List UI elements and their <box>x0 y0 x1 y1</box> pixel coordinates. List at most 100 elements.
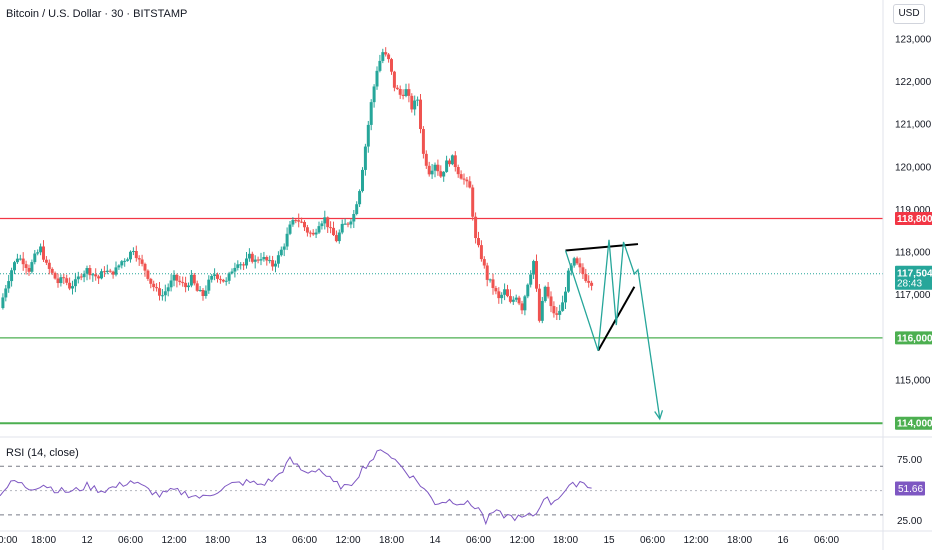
candle <box>326 217 330 228</box>
candle <box>439 171 443 177</box>
time-tick-label: 06:00 <box>118 535 143 546</box>
candle <box>224 280 228 282</box>
candle <box>227 273 231 281</box>
currency-button[interactable]: USD <box>893 4 925 24</box>
candle <box>488 279 492 281</box>
candle <box>146 270 150 279</box>
candle <box>572 258 576 266</box>
candle <box>27 267 31 272</box>
candle <box>448 160 451 165</box>
candle <box>250 253 254 262</box>
candle <box>390 59 393 72</box>
candle <box>523 296 527 311</box>
candle <box>259 259 263 261</box>
candle <box>15 258 19 263</box>
candle <box>285 233 289 247</box>
candle <box>108 270 112 272</box>
candle <box>442 171 446 177</box>
candle <box>271 260 275 267</box>
candle <box>126 259 130 261</box>
candle <box>471 187 475 217</box>
candle <box>349 221 353 225</box>
candle <box>201 289 205 297</box>
candle <box>387 54 391 60</box>
candle <box>131 250 135 252</box>
candle <box>462 178 466 180</box>
candle <box>76 276 80 280</box>
candle <box>564 291 567 303</box>
candle <box>216 274 219 279</box>
price-tick-label: 123,000 <box>895 34 932 45</box>
support-114000-price-tag: 114,000 <box>897 419 932 430</box>
candle <box>236 264 240 268</box>
candle <box>358 191 362 205</box>
candle <box>424 153 428 166</box>
candle <box>36 252 40 254</box>
candle <box>149 278 153 284</box>
candle <box>218 278 222 280</box>
candle <box>311 232 315 235</box>
candle <box>552 306 556 314</box>
candle <box>152 283 156 288</box>
candle <box>450 155 454 165</box>
candle <box>578 263 582 268</box>
candle <box>158 288 161 296</box>
candle <box>102 271 106 273</box>
candle <box>340 223 344 233</box>
candle <box>453 155 457 168</box>
candle <box>381 52 385 61</box>
candle <box>372 86 376 103</box>
candle <box>479 245 483 260</box>
candle <box>549 296 553 307</box>
candle <box>433 164 437 171</box>
candle <box>520 303 524 311</box>
candle <box>436 164 440 172</box>
candle <box>137 258 141 260</box>
candle <box>514 297 518 300</box>
candle <box>129 251 132 260</box>
time-tick-label: 18:00 <box>31 535 56 546</box>
candle <box>279 249 283 256</box>
candle <box>18 258 22 260</box>
candle <box>59 277 63 284</box>
candle <box>395 87 399 89</box>
candle <box>491 279 495 288</box>
candle <box>143 263 147 271</box>
candle <box>421 129 425 154</box>
candle <box>375 70 379 87</box>
time-tick-label: 13 <box>255 535 267 546</box>
candle <box>82 273 86 278</box>
candle <box>366 124 370 147</box>
candle <box>291 220 295 225</box>
candle <box>256 259 260 261</box>
triangle-upper-trendline <box>565 243 639 252</box>
price-tick-label: 117,000 <box>895 290 931 301</box>
candle <box>253 259 257 262</box>
candle <box>410 95 414 110</box>
time-tick-label: 06:00 <box>292 535 317 546</box>
candle <box>163 291 167 296</box>
candle <box>494 287 498 292</box>
support-116000-price-tag-bg <box>895 331 932 345</box>
candle <box>474 216 478 239</box>
candle <box>210 275 214 280</box>
candle <box>189 274 193 286</box>
candle <box>537 288 541 321</box>
candle <box>363 146 367 170</box>
candle <box>369 102 373 125</box>
candle <box>584 274 588 281</box>
candle <box>332 227 335 236</box>
candle <box>378 60 382 71</box>
candle <box>47 262 51 269</box>
candle <box>508 296 512 302</box>
candle <box>4 288 8 298</box>
candle <box>100 271 103 279</box>
candle <box>506 289 509 297</box>
candle <box>242 264 246 266</box>
candle <box>1 297 5 309</box>
candle <box>184 282 188 288</box>
candle <box>517 297 521 304</box>
candle <box>62 277 66 279</box>
